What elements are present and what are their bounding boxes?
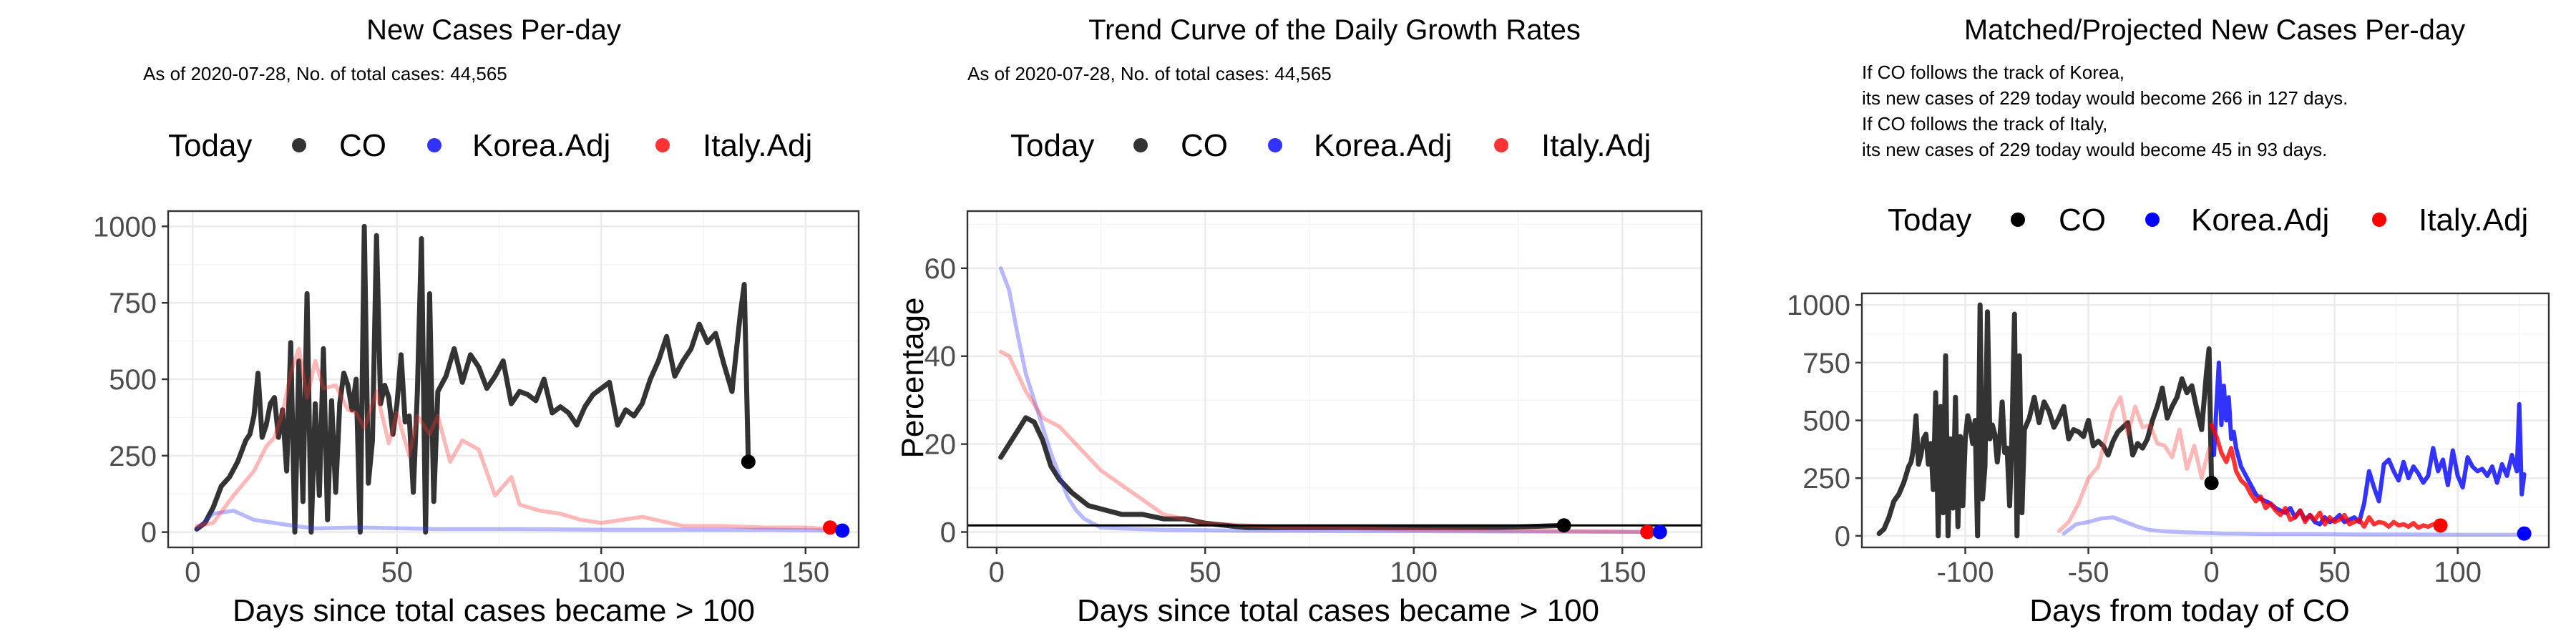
y-tick-label: 500 (109, 364, 157, 396)
series-line-korea-adj (2062, 515, 2527, 537)
y-tick-label: 60 (924, 253, 957, 285)
x-tick-label: 150 (781, 557, 829, 588)
panel3-note-4: its new cases of 229 today would become … (1862, 139, 2327, 160)
panel-border (167, 210, 860, 549)
y-tick-label: 500 (1802, 406, 1850, 437)
y-tick-label: 750 (1802, 348, 1850, 379)
x-tick-label: -50 (2068, 557, 2109, 588)
panel1-plot: 0 50 100 150 0 250 500 750 1000 (93, 210, 860, 588)
legend-korea-label: Korea.Adj (472, 128, 610, 163)
x-tick-label: 50 (381, 557, 414, 588)
y-tick-label: 1000 (93, 211, 157, 243)
y-tick-label: 750 (109, 288, 157, 319)
legend-title: Today (168, 128, 252, 163)
y-tick-label: 0 (1835, 521, 1850, 552)
today-point-korea-adj (835, 523, 850, 538)
x-tick-label: 0 (989, 557, 1005, 588)
legend-korea-dot (1268, 138, 1282, 152)
legend-co-label: CO (339, 128, 386, 163)
x-tick-label: 150 (1599, 557, 1646, 588)
today-point-co (1556, 518, 1571, 533)
x-tick-label: 0 (185, 557, 200, 588)
legend-italy-label: Italy.Adj (2419, 203, 2528, 238)
legend-co-dot (292, 138, 306, 152)
y-tick-label: 1000 (1787, 290, 1850, 321)
legend-korea-dot (427, 138, 441, 152)
series-line-co (194, 223, 751, 535)
legend-korea-label: Korea.Adj (1314, 128, 1452, 163)
legend-italy-dot (2372, 213, 2386, 227)
panel2-subtitle: As of 2020-07-28, No. of total cases: 44… (967, 63, 1332, 84)
panel-growth-rates: Trend Curve of the Daily Growth Rates As… (895, 14, 1703, 628)
panel3-legend: Today CO Korea.Adj Italy.Adj (1888, 203, 2528, 238)
today-point-italy-adj (2433, 518, 2448, 533)
series-line-italy-adj (195, 346, 832, 532)
legend-italy-label: Italy.Adj (703, 128, 812, 163)
x-tick-label: 50 (2318, 557, 2351, 588)
series-line-italy-adj (2057, 395, 2211, 534)
panel1-title: New Cases Per-day (366, 14, 621, 46)
panel2-plot: 0 50 100 150 0 20 40 60 (924, 210, 1703, 588)
today-point-co (2204, 475, 2219, 490)
x-tick-label: 100 (2434, 557, 2482, 588)
x-tick-label: 100 (1390, 557, 1438, 588)
today-point-korea-adj (2517, 526, 2532, 541)
panel3-note-3: If CO follows the track of Italy, (1862, 113, 2107, 135)
legend-co-dot (2011, 213, 2025, 227)
x-tick-label: 50 (1189, 557, 1221, 588)
panel3-note-1: If CO follows the track of Korea, (1862, 62, 2124, 83)
legend-co-label: CO (2059, 203, 2106, 238)
legend-korea-dot (2145, 213, 2160, 227)
today-point-italy-adj (1640, 525, 1655, 540)
panel2-ylabel: Percentage (895, 297, 930, 458)
y-tick-label: 0 (940, 517, 956, 548)
x-tick-label: 100 (577, 557, 625, 588)
y-tick-label: 250 (109, 441, 157, 472)
x-tick-label: 0 (2203, 557, 2219, 588)
y-tick-label: 0 (141, 517, 157, 549)
panel3-xlabel: Days from today of CO (2029, 593, 2349, 628)
today-point-co (741, 454, 756, 469)
panel-border (966, 210, 1703, 549)
legend-korea-label: Korea.Adj (2191, 203, 2329, 238)
panel2-xlabel: Days since total cases became > 100 (1077, 593, 1599, 628)
panel3-note-2: its new cases of 229 today would become … (1862, 87, 2348, 109)
x-tick-label: -100 (1936, 557, 1994, 588)
series-line-co (1876, 302, 2215, 539)
series-line-korea-adj (195, 508, 844, 533)
panel-border (1860, 292, 2550, 549)
legend-italy-label: Italy.Adj (1541, 128, 1651, 163)
panel1-xlabel: Days since total cases became > 100 (233, 593, 755, 628)
panel2-title: Trend Curve of the Daily Growth Rates (1088, 14, 1581, 46)
panel3-title: Matched/Projected New Cases Per-day (1964, 14, 2465, 46)
panel1-subtitle: As of 2020-07-28, No. of total cases: 44… (143, 63, 507, 84)
panel2-legend: Today CO Korea.Adj Italy.Adj (1010, 128, 1651, 163)
legend-title: Today (1888, 203, 1971, 238)
today-point-italy-adj (823, 520, 838, 535)
legend-italy-dot (655, 138, 670, 152)
panel-new-cases: New Cases Per-day As of 2020-07-28, No. … (93, 14, 860, 628)
legend-co-label: CO (1181, 128, 1228, 163)
y-tick-label: 40 (924, 341, 957, 373)
today-point-korea-adj (1652, 525, 1667, 540)
legend-italy-dot (1494, 138, 1508, 152)
panel1-legend: Today CO Korea.Adj Italy.Adj (168, 128, 812, 163)
y-tick-label: 20 (924, 429, 957, 461)
legend-co-dot (1133, 138, 1148, 152)
panel-projected: Matched/Projected New Cases Per-day If C… (1787, 14, 2550, 628)
series-line-korea-adj (998, 266, 1662, 535)
series-line-italy-projected (2209, 423, 2443, 530)
series-line-korea-projected (2212, 360, 2527, 527)
y-tick-label: 250 (1802, 463, 1850, 494)
series-line-co (998, 415, 1567, 530)
legend-title: Today (1010, 128, 1094, 163)
series-line-italy-adj (998, 349, 1649, 535)
